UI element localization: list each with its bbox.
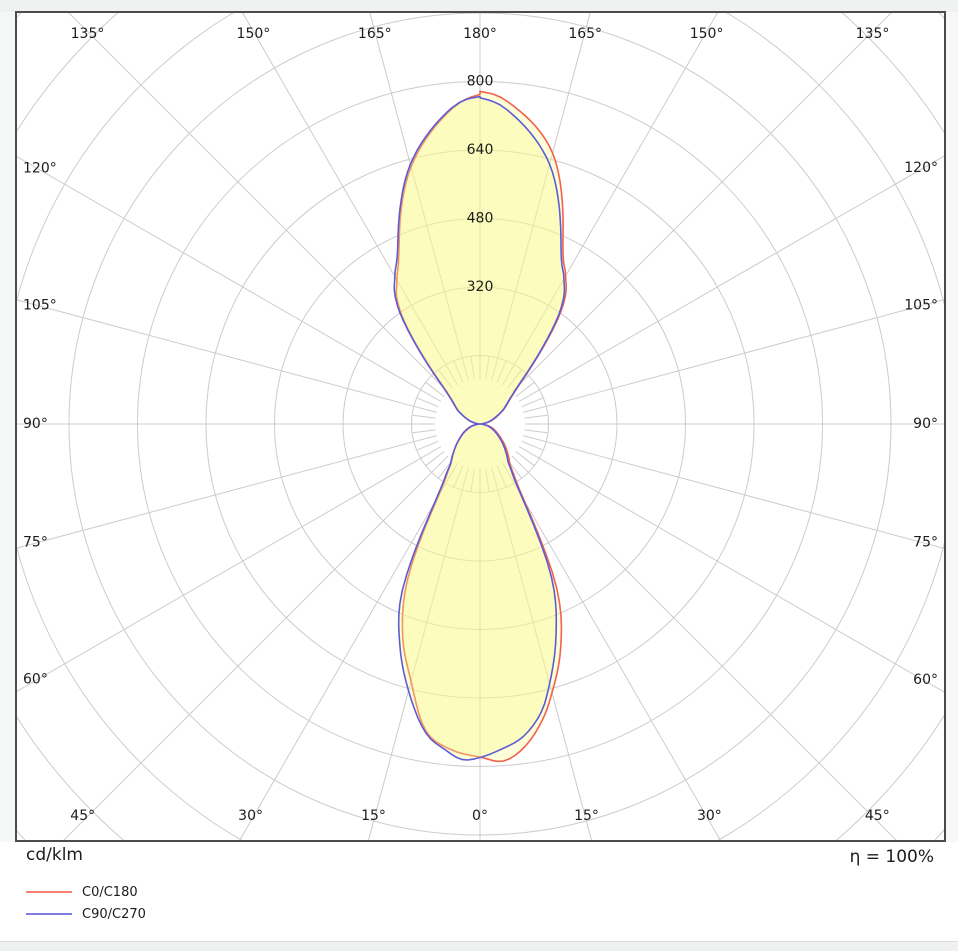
legend-line-c90-c270-icon [26,913,72,915]
svg-text:0°: 0° [472,808,488,824]
svg-text:30°: 30° [238,808,263,824]
svg-text:75°: 75° [913,535,938,551]
svg-text:15°: 15° [361,808,386,824]
svg-text:320: 320 [467,279,494,295]
svg-text:135°: 135° [856,26,890,42]
svg-text:30°: 30° [697,808,722,824]
efficiency-label: η = 100% [849,847,934,867]
svg-text:120°: 120° [23,161,57,177]
svg-text:180°: 180° [463,26,497,42]
diagram-footer: cd/klm η = 100% C0/C180 C90/C270 [0,842,958,941]
legend-label-c90-c270: C90/C270 [82,906,146,922]
legend-item-c90-c270: C90/C270 [26,906,146,922]
legend-item-c0-c180: C0/C180 [26,884,146,900]
svg-text:165°: 165° [358,26,392,42]
bottom-margin [0,941,958,951]
svg-text:135°: 135° [71,26,105,42]
svg-text:60°: 60° [23,671,48,687]
svg-text:640: 640 [467,142,494,158]
svg-text:480: 480 [467,211,494,227]
legend-label-c0-c180: C0/C180 [82,884,138,900]
svg-text:150°: 150° [237,26,271,42]
svg-text:45°: 45° [70,808,95,824]
legend-line-c0-c180-icon [26,891,72,893]
svg-text:75°: 75° [23,535,48,551]
svg-text:60°: 60° [913,672,938,688]
svg-text:150°: 150° [690,26,724,42]
top-margin [0,0,958,12]
svg-text:90°: 90° [913,416,938,432]
svg-text:15°: 15° [574,808,599,824]
units-label: cd/klm [26,845,83,865]
svg-text:105°: 105° [23,298,57,314]
svg-text:105°: 105° [904,297,938,313]
svg-text:800: 800 [467,74,494,90]
polar-diagram-frame: 320 480 640 800 0° 15° 15° 30° 30° 45° 45° 60° 60° 75… [15,11,946,842]
polar-diagram: 320 480 640 800 0° 15° 15° 30° 30° 45° 45° 60° 60° 75… [17,13,944,840]
svg-text:120°: 120° [904,160,938,176]
legend: C0/C180 C90/C270 [26,884,146,928]
svg-text:165°: 165° [568,26,602,42]
svg-text:45°: 45° [865,808,890,824]
svg-text:90°: 90° [23,416,48,432]
